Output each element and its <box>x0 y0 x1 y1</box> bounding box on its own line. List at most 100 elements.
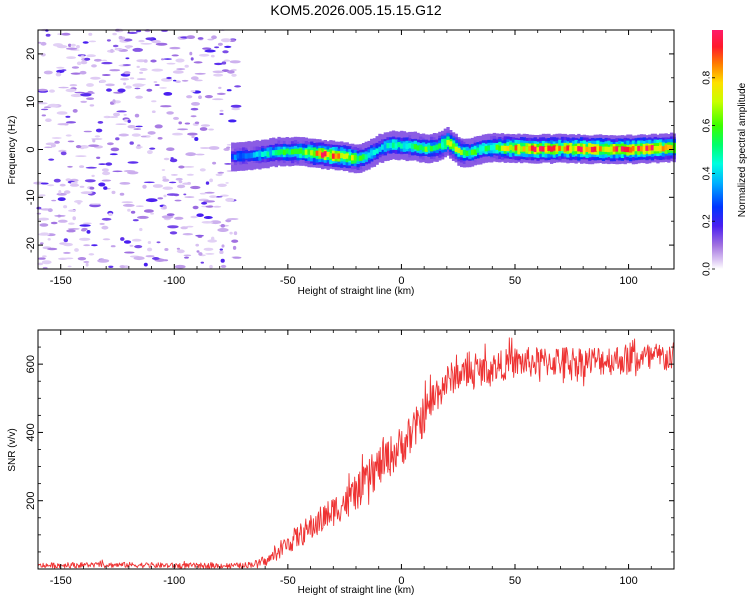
noise-speckle <box>133 256 145 261</box>
noise-speckle <box>136 30 142 33</box>
y-tick-label: 0 <box>25 146 37 152</box>
ridge-cell <box>449 141 453 147</box>
ridge-cell <box>337 153 341 159</box>
ridge-cell <box>255 151 259 157</box>
ridge-cell <box>400 143 404 149</box>
noise-speckle <box>120 77 130 81</box>
ridge-cell <box>269 150 273 156</box>
y-tick-label: -10 <box>25 189 37 205</box>
noise-speckle <box>111 190 116 195</box>
noise-speckle <box>136 78 147 80</box>
noise-speckle <box>137 144 141 147</box>
noise-speckle <box>200 124 211 127</box>
noise-speckle <box>147 150 153 155</box>
noise-speckle <box>49 89 55 93</box>
ridge-cell <box>470 149 475 155</box>
noise-speckle <box>187 132 198 136</box>
noise-speckle <box>190 90 196 93</box>
noise-speckle <box>156 241 161 244</box>
noise-speckle <box>85 262 89 267</box>
noise-speckle <box>98 182 106 187</box>
noise-speckle <box>166 193 179 196</box>
snr-x-ticks: -150 -100 -50 0 50 100 <box>37 330 675 587</box>
noise-speckle <box>225 182 229 184</box>
noise-speckle <box>88 32 93 36</box>
noise-speckle <box>194 72 206 75</box>
ridge-cell <box>487 145 491 151</box>
noise-speckle <box>36 206 42 210</box>
noise-speckle <box>191 135 195 139</box>
ridge-cell <box>544 147 548 153</box>
noise-speckle <box>190 76 199 81</box>
noise-speckle <box>85 166 97 169</box>
ridge-cell <box>588 147 592 153</box>
noise-speckle <box>145 198 158 203</box>
ridge-cell <box>451 143 456 149</box>
noise-speckle <box>66 56 77 59</box>
noise-speckle <box>227 70 235 74</box>
ridge-cell <box>427 145 431 151</box>
ridge-cell <box>454 146 458 152</box>
ridge-cell <box>473 149 477 155</box>
noise-speckle <box>107 142 114 146</box>
snr-x-axis-label: Height of straight line (km) <box>298 585 415 596</box>
noise-speckle <box>47 208 53 213</box>
noise-speckle <box>87 90 94 94</box>
ridge-cell <box>361 154 366 160</box>
noise-speckle <box>131 133 141 137</box>
noise-speckle <box>152 257 160 260</box>
noise-speckle <box>185 225 194 228</box>
noise-speckle <box>153 81 158 83</box>
spectrogram-x-axis-label: Height of straight line (km) <box>298 286 415 297</box>
noise-speckle <box>126 31 138 34</box>
ridge-cell <box>596 145 600 152</box>
noise-speckle <box>203 216 213 219</box>
noise-speckle <box>145 37 154 41</box>
noise-speckle <box>149 147 156 150</box>
noise-speckle <box>82 41 89 44</box>
noise-speckle <box>183 166 195 168</box>
noise-speckle <box>56 111 68 115</box>
noise-speckle <box>161 58 164 61</box>
snr-line <box>37 337 674 569</box>
ridge-cell <box>626 146 630 153</box>
noise-speckle <box>187 181 191 185</box>
ridge-cell <box>457 147 461 154</box>
ridge-cell <box>642 146 646 152</box>
noise-speckle <box>229 231 233 235</box>
noise-speckle <box>79 165 85 168</box>
noise-speckle <box>80 100 88 103</box>
noise-speckle <box>138 39 145 43</box>
noise-speckle <box>199 192 207 195</box>
noise-speckle <box>163 157 170 161</box>
noise-speckle <box>136 59 146 63</box>
noise-speckle <box>231 107 241 111</box>
noise-speckle <box>91 174 95 178</box>
noise-speckle <box>121 201 134 204</box>
ridge-cell <box>585 146 589 152</box>
noise-speckle <box>184 122 191 125</box>
noise-speckle <box>110 245 116 248</box>
ridge-cell <box>539 146 543 152</box>
noise-speckle <box>139 71 144 74</box>
ridge-cell <box>381 144 385 150</box>
noise-speckle <box>203 200 216 203</box>
noise-speckle <box>60 151 67 156</box>
ridge-cell <box>331 153 336 159</box>
noise-speckle <box>139 227 143 232</box>
noise-speckle <box>84 179 96 183</box>
ridge-cell <box>250 152 254 159</box>
noise-speckle <box>83 244 91 247</box>
ridge-cell <box>582 146 586 153</box>
noise-speckle <box>151 68 164 72</box>
ridge-cell <box>285 148 289 154</box>
noise-speckle <box>209 195 217 199</box>
noise-speckle <box>194 121 200 125</box>
noise-speckle <box>55 72 62 77</box>
ridge-cell <box>468 150 472 156</box>
colorbar-gradient <box>712 30 723 269</box>
noise-speckle <box>221 244 225 248</box>
noise-speckle <box>150 59 157 63</box>
noise-speckle <box>77 257 87 261</box>
noise-speckle <box>65 115 71 118</box>
